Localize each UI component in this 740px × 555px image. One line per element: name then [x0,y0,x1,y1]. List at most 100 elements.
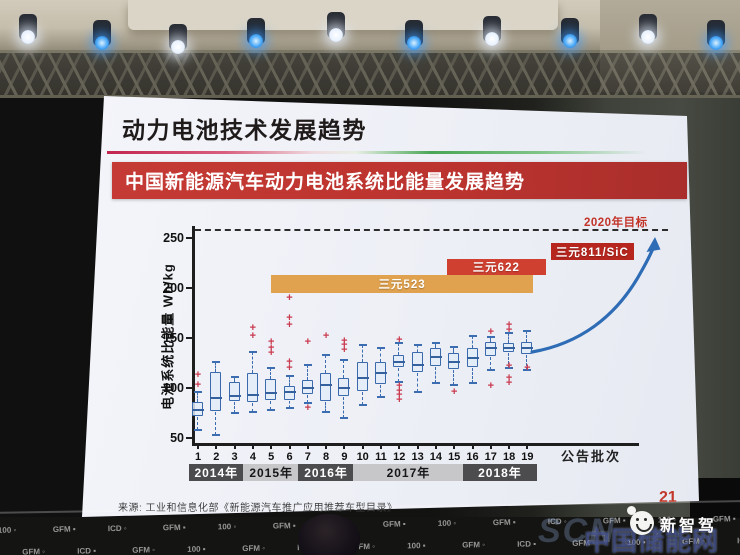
outlier-mark: + [396,394,403,406]
y-tick-label: 50 [170,431,184,445]
whisker-lower [361,392,363,405]
whisker-lower [197,417,198,430]
whisker-cap-high [285,375,294,377]
outlier-mark: + [524,362,531,374]
x-tick-label: 10 [356,451,369,463]
x-tick [453,443,456,449]
x-tick [251,443,254,449]
x-tick-label: 16 [466,451,479,463]
x-tick-label: 13 [411,451,424,463]
whisker-cap-high [194,391,202,393]
outlier-mark: + [341,344,348,356]
whisker-upper [526,331,528,342]
median-batch-13 [411,363,424,367]
whisker-lower [489,357,491,370]
whisker-lower [343,397,345,418]
median-batch-2 [210,396,223,400]
box-batch-10 [356,362,368,391]
y-tick [186,387,193,389]
whisker-lower [416,373,418,392]
whisker-lower [306,395,308,403]
outlier-mark: + [267,342,275,354]
outlier-mark: + [194,369,202,381]
x-tick [361,443,364,449]
median-batch-8 [320,383,333,387]
y-tick [186,287,193,289]
median-batch-17 [484,346,497,350]
y-tick [186,237,193,239]
wall-logo-mark: 100 ◦ [437,518,457,528]
whisker-cap-low [248,411,257,413]
whisker-cap-high [340,359,349,361]
source-note: 来源: 工业和信息化部《新能源汽车推广应用推荐车型目录》 [118,503,398,514]
whisker-upper [288,376,290,386]
y-axis-line [192,226,195,445]
whisker-cap-low [212,434,221,436]
year-band-2016年: 2016年 [298,464,354,481]
whisker-cap-low [450,384,459,386]
wall-logo-mark: 100 ◦ [217,522,237,532]
wall-logo-mark: 100 ▪ [407,541,426,551]
outlier-mark: + [505,372,513,384]
whisker-cap-low [395,381,404,383]
whisker-cap-low [194,429,202,431]
whisker-cap-low [523,369,532,371]
whisker-cap-high [248,351,257,353]
outlier-mark: + [487,326,495,338]
target-2020-line [195,229,668,231]
whisker-cap-low [431,382,440,384]
x-tick-label: 12 [393,451,406,463]
whisker-cap-high [468,335,477,337]
box-batch-4 [246,373,258,402]
y-tick-label: 150 [163,331,184,345]
wall-logo-mark: GFM ▪ [162,522,186,533]
whisker-lower [233,402,235,413]
watermark-scn: SCN [538,512,616,550]
outlier-mark: + [505,377,513,389]
stage-light-beam-icon [171,40,185,54]
press-logo-bubble-icon [627,506,636,515]
outlier-mark: + [304,402,312,414]
whisker-cap-high [395,342,404,344]
wall-logo-mark: GFM ▪ [272,521,296,531]
x-tick-label: 2 [213,451,220,463]
press-logo-eye-icon [636,518,639,521]
x-tick-label: 6 [286,451,293,463]
material-band-1: 三元523 [271,275,533,293]
box-batch-2 [210,372,222,411]
whisker-cap-high [486,336,495,338]
audience-head-silhouette [298,514,360,555]
outlier-mark: + [286,362,293,374]
target-2020-label: 2020年目标 [584,217,648,229]
x-tick [416,443,419,449]
outlier-mark: + [505,360,513,372]
y-tick-label: 200 [163,281,184,295]
whisker-cap-high [431,342,440,344]
whisker-upper [251,352,253,373]
median-batch-19 [521,346,534,350]
whisker-lower [508,353,510,368]
median-batch-18 [503,346,516,350]
median-batch-1 [192,408,204,412]
outlier-mark: + [267,336,275,348]
median-batch-5 [265,391,278,395]
wall-logo-mark: GFM ◦ [22,547,46,555]
lighting-truss [0,50,740,98]
x-tick-label: 4 [249,451,256,463]
outlier-mark: + [341,339,348,351]
x-tick [380,443,382,449]
whisker-cap-low [413,391,422,393]
wall-logo-mark: GFM ◦ [462,540,486,550]
page-number: 21 [659,489,677,506]
stage-light-beam-icon [95,36,109,50]
whisker-cap-low [486,369,495,371]
box-batch-8 [320,373,332,401]
slide-title: 动力电池技术发展趋势 [122,117,367,143]
whisker-upper [416,345,418,352]
whisker-cap-low [377,396,385,398]
whisker-upper [325,355,327,373]
year-band-2015年: 2015年 [243,464,299,481]
outlier-mark: + [396,334,403,346]
whisker-cap-low [303,402,312,404]
whisker-cap-high [450,346,459,348]
